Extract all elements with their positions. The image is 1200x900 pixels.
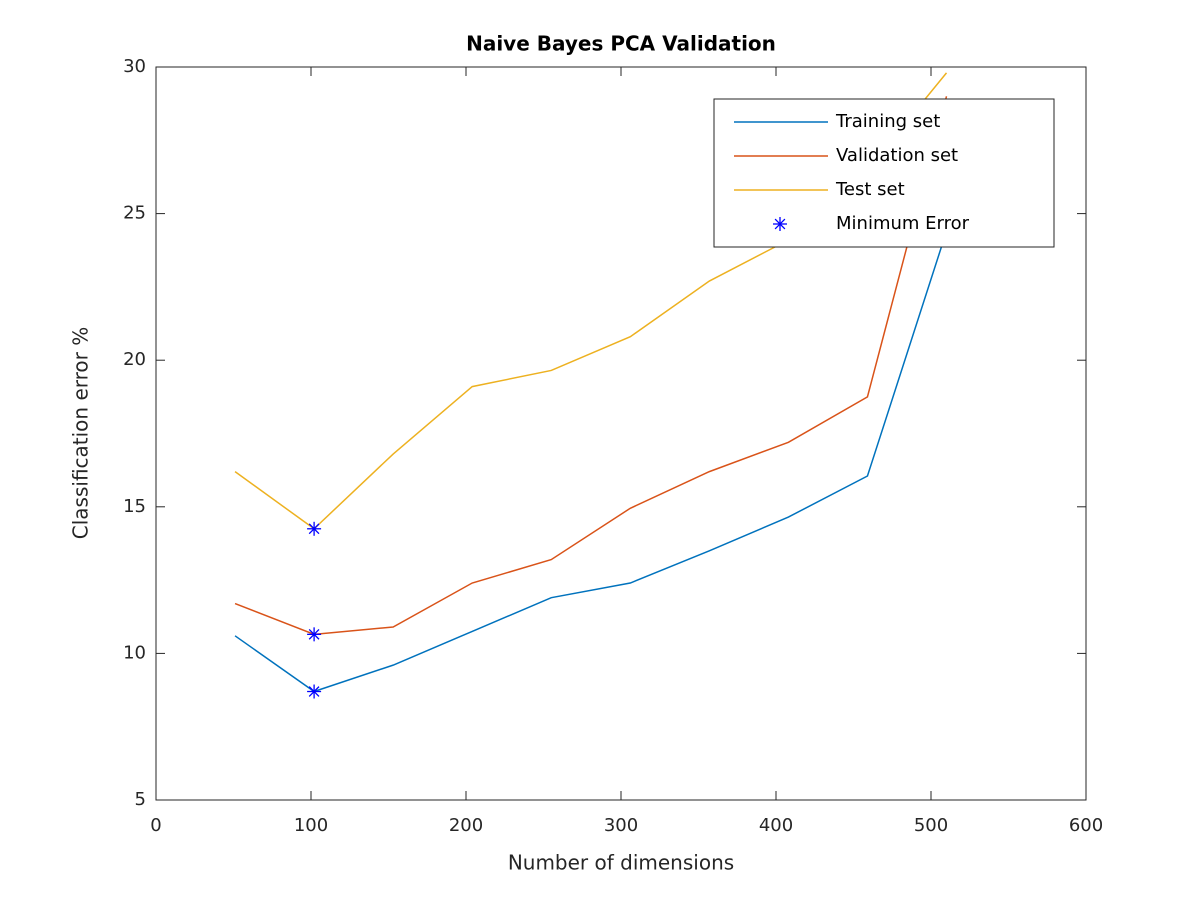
series-line — [234, 96, 948, 636]
legend-label: Minimum Error — [836, 213, 970, 234]
y-tick-label: 5 — [135, 789, 146, 810]
x-tick-label: 400 — [759, 815, 793, 836]
legend-label: Test set — [835, 179, 905, 200]
y-tick-label: 25 — [123, 203, 146, 224]
min-marker — [307, 627, 322, 642]
y-axis-label: Classification error % — [69, 327, 93, 539]
x-tick-label: 500 — [914, 815, 948, 836]
y-tick-label: 20 — [123, 349, 146, 370]
legend: Training set Validation set Test set Minimu… — [713, 98, 1055, 248]
x-tick-label: 100 — [294, 815, 328, 836]
min-marker — [307, 684, 322, 699]
legend-box — [713, 98, 1055, 248]
legend-label: Training set — [835, 111, 940, 132]
series-line — [234, 230, 948, 693]
marker-stroke — [308, 628, 320, 640]
legend-label: Validation set — [836, 145, 958, 166]
x-axis-label: Number of dimensions — [508, 851, 734, 875]
x-tick-label: 600 — [1069, 815, 1103, 836]
min-marker — [307, 521, 322, 536]
y-tick-label: 30 — [123, 56, 146, 77]
min-marker — [773, 217, 787, 231]
marker-stroke — [308, 686, 320, 697]
x-tick-label: 300 — [604, 815, 638, 836]
y-tick-label: 10 — [123, 642, 146, 663]
marker-stroke — [308, 523, 320, 535]
x-tick-label: 200 — [449, 815, 483, 836]
chart-title: Naive Bayes PCA Validation — [466, 32, 776, 56]
y-tick-label: 15 — [123, 496, 146, 517]
marker-stroke — [774, 218, 786, 230]
x-tick-label: 0 — [150, 815, 161, 836]
